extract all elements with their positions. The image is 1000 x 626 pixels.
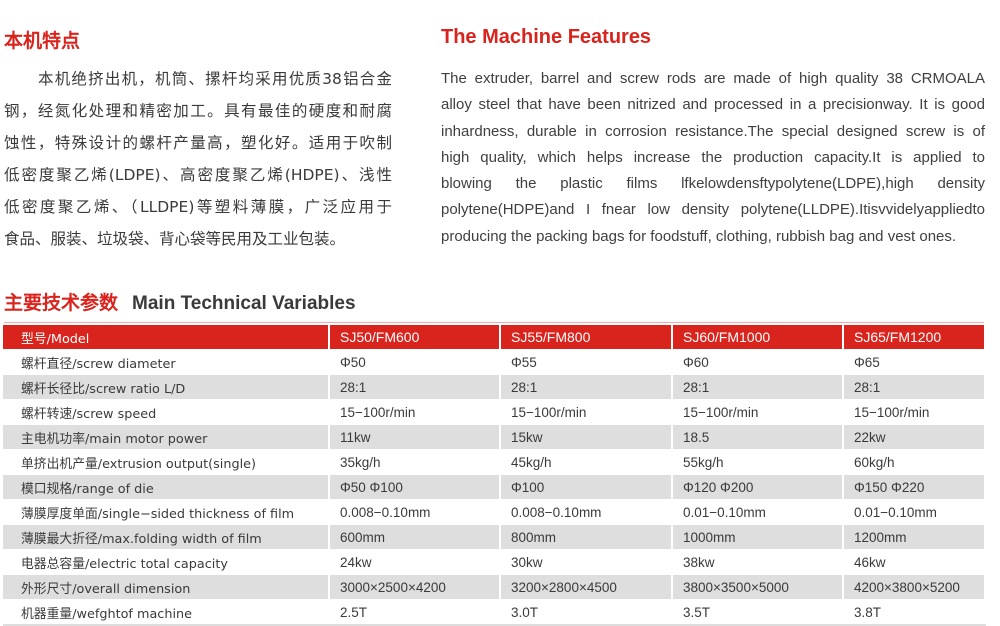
spec-value: 18.5 <box>672 424 844 450</box>
header-cell-parameter: 型号/Model <box>3 325 330 350</box>
spec-value: 38kw <box>672 549 844 575</box>
en-line: polytene(HDPE)and I fnear low density po… <box>441 201 985 219</box>
cn-line: 低密度聚乙烯、（LLDPE)等塑料薄膜，广泛应用于 <box>4 198 392 216</box>
table-row: 薄膜厚度单面/single−sided thickness of film 0.0… <box>3 499 986 525</box>
spec-value: 15−100r/min <box>672 399 844 425</box>
parameter-label: 螺杆长径比/screw ratio L/D <box>3 374 330 400</box>
spec-value: 28:1 <box>843 374 986 400</box>
spec-value: 15kw <box>500 424 673 450</box>
cn-line: 钢，经氮化处理和精密加工。具有最佳的硬度和耐腐 <box>4 102 392 120</box>
en-line: high quality, which helps increase the p… <box>441 148 985 166</box>
spec-value: 30kw <box>500 549 673 575</box>
spec-value: 600mm <box>329 524 501 550</box>
specs-title-en: Main Technical Variables <box>132 293 356 314</box>
parameter-label: 薄膜最大折径/max.folding width of film <box>3 524 330 550</box>
specs-table: 型号/Model SJ50/FM600 SJ55/FM800 SJ60/FM1000 S… <box>3 325 986 626</box>
spec-value: Φ65 <box>843 349 986 375</box>
parameter-label: 模口规格/range of die <box>3 474 330 500</box>
spec-value: 60kg/h <box>843 449 986 475</box>
features-en-paragraph: The extruder, barrel and screw rods are … <box>441 66 985 250</box>
spec-value: 0.01−0.10mm <box>672 499 844 525</box>
parameter-label: 外形尺寸/overall dimension <box>3 574 330 600</box>
cn-line: 本机绝挤出机，机筒、摞杆均采用优质38铝合金 <box>38 70 392 88</box>
spec-value: 28:1 <box>500 374 673 400</box>
features-cn-title: 本机特点 <box>4 30 81 52</box>
table-row: 螺杆长径比/screw ratio L/D 28:1 28:1 28:1 28:1 <box>3 374 986 400</box>
spec-value: 45kg/h <box>500 449 673 475</box>
features-en-title: The Machine Features <box>441 26 652 48</box>
spec-value: 35kg/h <box>329 449 501 475</box>
spec-value: Φ50 <box>329 349 501 375</box>
header-cell-model: SJ50/FM600 <box>329 325 501 350</box>
spec-value: 0.008−0.10mm <box>329 499 501 525</box>
table-row: 单挤出机产量/extrusion output(single) 35kg/h 45k… <box>3 449 986 475</box>
spec-value: 46kw <box>843 549 986 575</box>
spec-value: 15−100r/min <box>843 399 986 425</box>
header-cell-model: SJ60/FM1000 <box>672 325 844 350</box>
spec-value: 3.0T <box>500 599 673 626</box>
header-cell-model: SJ65/FM1200 <box>843 325 986 350</box>
cn-line: 食品、服装、垃圾袋、背心袋等民用及工业包装。 <box>4 230 346 248</box>
spec-value: Φ50 Φ100 <box>329 474 501 500</box>
parameter-label: 薄膜厚度单面/single−sided thickness of film <box>3 499 330 525</box>
table-row: 电器总容量/electric total capacity 24kw 30kw 38k… <box>3 549 986 575</box>
spec-value: 3.5T <box>672 599 844 626</box>
parameter-label: 螺杆直径/screw diameter <box>3 349 330 375</box>
spec-value: 3.8T <box>843 599 986 626</box>
spec-value: 15−100r/min <box>500 399 673 425</box>
spec-value: 3200×2800×4500 <box>500 574 673 600</box>
parameter-label: 电器总容量/electric total capacity <box>3 549 330 575</box>
spec-value: Φ55 <box>500 349 673 375</box>
spec-value: Φ60 <box>672 349 844 375</box>
spec-value: 15−100r/min <box>329 399 501 425</box>
en-line: alloy steel that have been nitrized and … <box>441 96 985 114</box>
features-cn-paragraph: 本机绝挤出机，机筒、摞杆均采用优质38铝合金 钢，经氮化处理和精密加工。具有最佳… <box>4 64 392 256</box>
cn-line: 蚀性，特殊设计的螺杆产量高，塑化好。适用于吹制 <box>4 134 392 152</box>
table-row: 机器重量/wefghtof machine 2.5T 3.0T 3.5T 3.8T <box>3 599 986 626</box>
cn-line: 低密度聚乙烯(LDPE)、高密度聚乙烯(HDPE)、浅性 <box>4 166 392 184</box>
table-row: 主电机功率/main motor power 11kw 15kw 18.5 22kw <box>3 424 986 450</box>
table-row: 螺杆直径/screw diameter Φ50 Φ55 Φ60 Φ65 <box>3 349 986 375</box>
parameter-label: 主电机功率/main motor power <box>3 424 330 450</box>
header-cell-model: SJ55/FM800 <box>500 325 673 350</box>
spec-value: 3000×2500×4200 <box>329 574 501 600</box>
spec-value: Φ100 <box>500 474 673 500</box>
spec-value: 11kw <box>329 424 501 450</box>
spec-value: 800mm <box>500 524 673 550</box>
spec-value: 1200mm <box>843 524 986 550</box>
table-row: 螺杆转速/screw speed 15−100r/min 15−100r/min 15… <box>3 399 986 425</box>
spec-value: 24kw <box>329 549 501 575</box>
table-row: 薄膜最大折径/max.folding width of film 600mm 800… <box>3 524 986 550</box>
parameter-label: 机器重量/wefghtof machine <box>3 599 330 626</box>
spec-value: 22kw <box>843 424 986 450</box>
table-header-row: 型号/Model SJ50/FM600 SJ55/FM800 SJ60/FM1000 S… <box>3 325 986 350</box>
spec-value: 1000mm <box>672 524 844 550</box>
spec-value: 4200×3800×5200 <box>843 574 986 600</box>
en-line: The extruder, barrel and screw rods are … <box>441 70 985 87</box>
specs-heading: 主要技术参数 Main Technical Variables <box>4 288 356 315</box>
en-line: blowing the plastic films lfkelowdensfty… <box>441 175 985 193</box>
divider <box>4 322 984 323</box>
spec-value: 3800×3500×5000 <box>672 574 844 600</box>
parameter-label: 单挤出机产量/extrusion output(single) <box>3 449 330 475</box>
spec-value: 2.5T <box>329 599 501 626</box>
en-line: inhardness, durable in corrosion resista… <box>441 122 985 140</box>
en-line: producing the packing bags for foodstuff… <box>441 227 957 245</box>
table-row: 外形尺寸/overall dimension 3000×2500×4200 3200… <box>3 574 986 600</box>
table-row: 模口规格/range of die Φ50 Φ100 Φ100 Φ120 Φ200 Φ1… <box>3 474 986 500</box>
spec-value: 55kg/h <box>672 449 844 475</box>
spec-value: 28:1 <box>672 374 844 400</box>
spec-value: 0.01−0.10mm <box>843 499 986 525</box>
spec-value: 0.008−0.10mm <box>500 499 673 525</box>
spec-value: 28:1 <box>329 374 501 400</box>
spec-value: Φ120 Φ200 <box>672 474 844 500</box>
spec-value: Φ150 Φ220 <box>843 474 986 500</box>
parameter-label: 螺杆转速/screw speed <box>3 399 330 425</box>
specs-title-cn: 主要技术参数 <box>4 292 119 314</box>
